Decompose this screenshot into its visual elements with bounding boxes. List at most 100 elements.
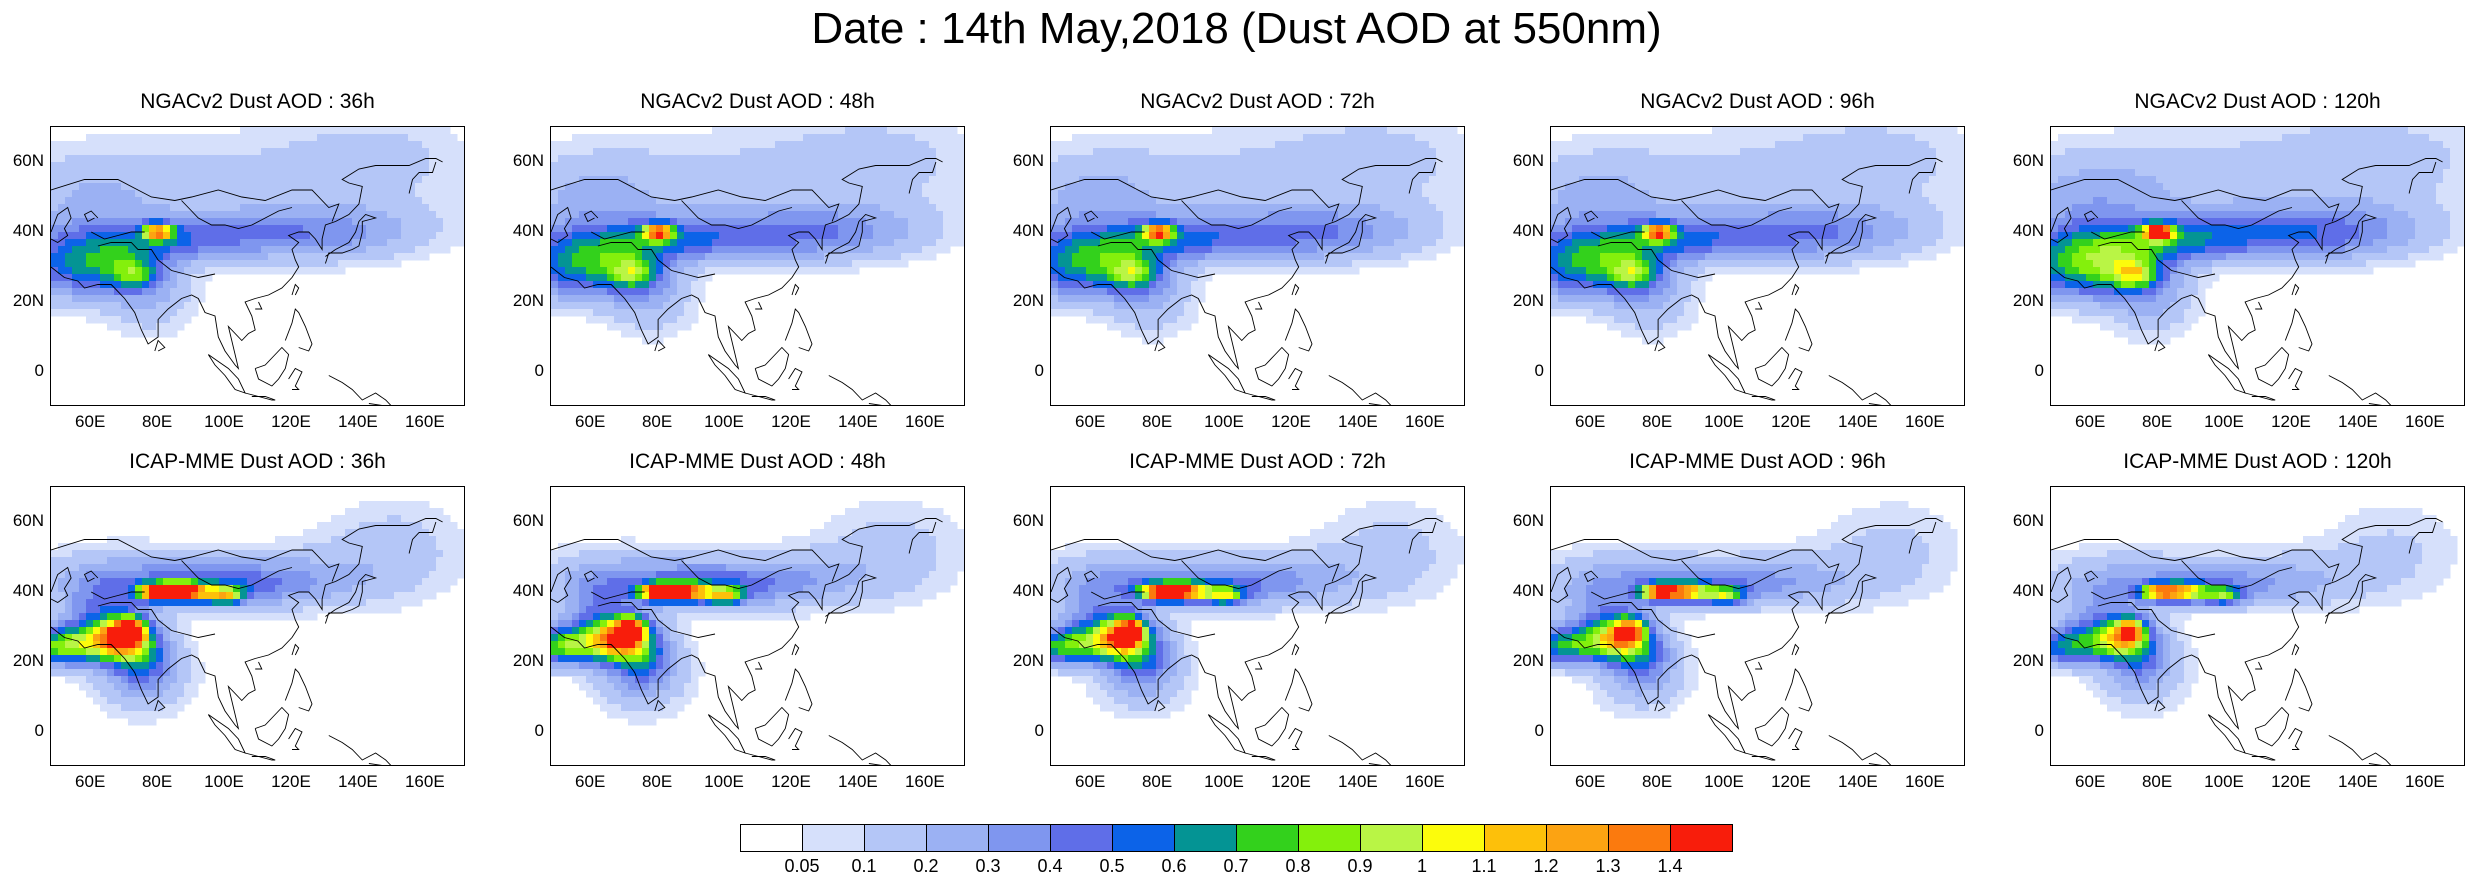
y-tick-label: 20N — [504, 291, 544, 311]
x-tick-label: 160E — [895, 412, 955, 432]
dust-aod-map — [50, 126, 465, 406]
colorbar-swatch — [1608, 824, 1671, 852]
coastline — [789, 369, 802, 390]
x-tick-label: 100E — [1694, 412, 1754, 432]
panel-title: NGACv2 Dust AOD : 36h — [50, 90, 465, 114]
y-tick-label: 20N — [2004, 291, 2044, 311]
dust-aod-map — [550, 126, 965, 406]
x-tick-label: 80E — [627, 412, 687, 432]
dust-aod-map — [2050, 486, 2465, 766]
x-tick-label: 120E — [761, 772, 821, 792]
y-tick-label: 40N — [1504, 581, 1544, 601]
x-tick-label: 120E — [1761, 412, 1821, 432]
x-tick-label: 140E — [828, 412, 888, 432]
coastline — [1745, 393, 1775, 400]
dust-aod-map — [50, 486, 465, 766]
y-tick-label: 0 — [2004, 361, 2044, 381]
coastline — [792, 285, 799, 296]
y-tick-label: 0 — [1004, 361, 1044, 381]
coastline — [255, 662, 262, 669]
coastline — [1285, 669, 1312, 711]
coastline — [1292, 285, 1299, 296]
coastline — [208, 715, 245, 754]
x-tick-label: 60E — [60, 412, 120, 432]
x-tick-label: 160E — [1395, 772, 1455, 792]
y-tick-label: 60N — [1004, 151, 1044, 171]
y-tick-label: 20N — [1004, 651, 1044, 671]
coastline — [255, 708, 288, 747]
y-tick-label: 20N — [504, 651, 544, 671]
x-tick-label: 60E — [1060, 412, 1120, 432]
coastline — [1289, 369, 1302, 390]
x-tick-label: 60E — [1560, 412, 1620, 432]
y-tick-label: 0 — [1004, 721, 1044, 741]
coastline — [1245, 753, 1275, 760]
x-tick-label: 100E — [194, 412, 254, 432]
y-tick-label: 0 — [4, 361, 44, 381]
x-tick-label: 140E — [328, 772, 388, 792]
coastline — [755, 302, 762, 309]
colorbar-swatch — [740, 824, 803, 852]
coastline — [1789, 369, 1802, 390]
coastline — [1255, 348, 1288, 387]
coastline — [245, 393, 275, 400]
coastline — [2255, 662, 2262, 669]
x-tick-label: 80E — [127, 772, 187, 792]
coastline — [255, 348, 288, 387]
y-tick-label: 0 — [2004, 721, 2044, 741]
y-tick-label: 40N — [504, 221, 544, 241]
panel-title: ICAP-MME Dust AOD : 48h — [550, 450, 965, 474]
coastline — [789, 729, 802, 750]
figure-title: Date : 14th May,2018 (Dust AOD at 550nm) — [0, 4, 2473, 54]
x-tick-label: 160E — [1395, 412, 1455, 432]
coastline — [285, 309, 312, 351]
y-tick-label: 40N — [4, 581, 44, 601]
colorbar-swatch — [1298, 824, 1361, 852]
colorbar-swatch — [1422, 824, 1485, 852]
colorbar-swatch — [802, 824, 865, 852]
coastline — [829, 736, 893, 767]
x-tick-label: 140E — [328, 412, 388, 432]
coastline — [792, 645, 799, 656]
coastline — [1285, 309, 1312, 351]
coastline — [329, 736, 393, 767]
x-tick-label: 160E — [395, 412, 455, 432]
coastline — [285, 669, 312, 711]
y-tick-label: 20N — [1004, 291, 1044, 311]
y-tick-label: 60N — [504, 151, 544, 171]
coastline — [1829, 376, 1893, 407]
x-tick-label: 80E — [627, 772, 687, 792]
colorbar-swatch — [1484, 824, 1547, 852]
colorbar-swatch — [1670, 824, 1733, 852]
x-tick-label: 100E — [194, 772, 254, 792]
y-tick-label: 0 — [1504, 361, 1544, 381]
x-tick-label: 140E — [2328, 412, 2388, 432]
coastline — [2289, 369, 2302, 390]
coastline — [708, 715, 745, 754]
y-tick-label: 20N — [4, 291, 44, 311]
coastline — [755, 348, 788, 387]
coastline — [329, 376, 393, 407]
coastline — [2292, 645, 2299, 656]
coastline — [1245, 393, 1275, 400]
colorbar — [740, 824, 1732, 852]
y-tick-label: 40N — [1004, 581, 1044, 601]
x-tick-label: 160E — [1895, 412, 1955, 432]
panel-title: ICAP-MME Dust AOD : 72h — [1050, 450, 1465, 474]
coastline — [1208, 355, 1245, 394]
x-tick-label: 60E — [2060, 772, 2120, 792]
panel-title: ICAP-MME Dust AOD : 36h — [50, 450, 465, 474]
coastline — [1708, 715, 1745, 754]
x-tick-label: 120E — [1261, 412, 1321, 432]
x-tick-label: 100E — [2194, 772, 2254, 792]
x-tick-label: 140E — [1828, 772, 1888, 792]
x-tick-label: 100E — [1694, 772, 1754, 792]
x-tick-label: 80E — [1127, 412, 1187, 432]
y-tick-label: 40N — [2004, 581, 2044, 601]
colorbar-swatch — [1112, 824, 1175, 852]
